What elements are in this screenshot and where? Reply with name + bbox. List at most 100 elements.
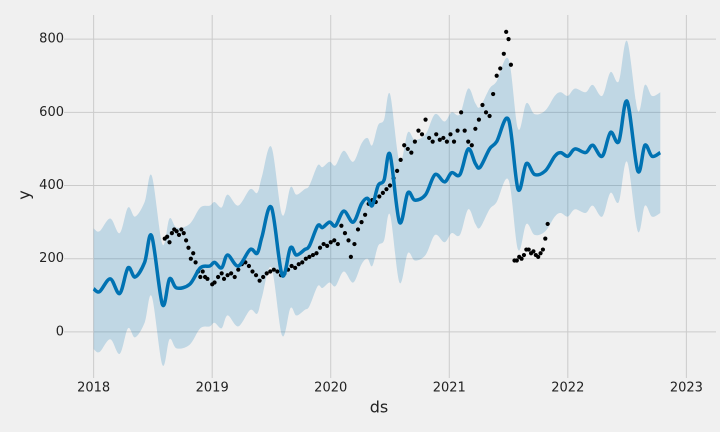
observed-point — [359, 220, 364, 225]
observed-point — [191, 251, 196, 256]
observed-point — [423, 117, 428, 122]
observed-point — [504, 29, 509, 34]
y-tick-label: 800 — [39, 32, 64, 47]
observed-point — [501, 51, 506, 56]
observed-point — [321, 241, 326, 247]
observed-point — [380, 190, 385, 195]
observed-point — [165, 234, 170, 239]
observed-point — [303, 256, 308, 261]
observed-point — [250, 269, 255, 274]
observed-point — [416, 128, 421, 133]
observed-point — [448, 132, 453, 137]
observed-point — [176, 232, 182, 238]
observed-point — [451, 139, 457, 144]
observed-point — [200, 269, 205, 274]
x-tick-label: 2018 — [77, 381, 110, 396]
observed-point — [444, 139, 450, 144]
observed-point — [193, 260, 198, 265]
observed-point — [325, 243, 330, 249]
observed-point — [225, 273, 230, 278]
observed-point — [219, 271, 224, 276]
observed-point — [355, 227, 361, 232]
observed-point — [483, 110, 489, 115]
observed-point — [387, 183, 393, 188]
observed-point — [352, 241, 357, 247]
observed-point — [543, 236, 548, 241]
observed-point — [184, 238, 189, 243]
observed-point — [261, 274, 266, 280]
observed-point — [498, 66, 503, 71]
observed-point — [317, 245, 323, 250]
observed-point — [521, 252, 527, 258]
observed-point — [473, 126, 478, 131]
observed-point — [296, 262, 301, 267]
observed-point — [469, 143, 474, 148]
observed-point — [455, 128, 460, 133]
observed-point — [348, 254, 353, 259]
observed-point — [339, 223, 344, 228]
observed-point — [538, 251, 543, 256]
observed-point — [536, 254, 541, 259]
observed-point — [491, 91, 496, 97]
observed-point — [246, 263, 252, 269]
observed-point — [342, 230, 348, 236]
observed-point — [332, 238, 337, 243]
observed-point — [519, 256, 524, 261]
observed-point — [289, 263, 294, 269]
observed-point — [427, 135, 432, 141]
observed-point — [402, 143, 407, 148]
observed-point — [300, 260, 305, 265]
x-tick-label: 2019 — [196, 381, 229, 396]
forecast-line — [92, 99, 662, 308]
x-tick-label: 2021 — [433, 381, 466, 396]
observed-point — [264, 271, 269, 276]
y-tick-label: 400 — [39, 178, 64, 193]
observed-point — [466, 139, 471, 144]
observed-point — [271, 267, 276, 272]
observed-point — [198, 274, 203, 280]
observed-point — [405, 146, 410, 152]
observed-point — [205, 276, 210, 281]
observed-point — [253, 273, 259, 278]
y-tick-label: 600 — [39, 105, 64, 120]
observed-point — [540, 247, 546, 252]
y-tick-label: 200 — [39, 251, 64, 266]
observed-point — [508, 62, 514, 67]
observed-point — [395, 168, 400, 173]
observed-point — [430, 139, 435, 144]
y-tick-label: 0 — [56, 324, 64, 339]
observed-point — [307, 254, 312, 259]
observed-point — [275, 269, 280, 274]
observed-point — [437, 137, 442, 142]
observed-point — [531, 249, 536, 254]
observed-point — [363, 212, 368, 217]
observed-point — [462, 128, 467, 133]
observed-point — [174, 229, 179, 234]
observed-point — [268, 269, 273, 274]
observed-point — [459, 110, 464, 115]
x-axis-label: ds — [370, 398, 389, 417]
observed-point — [310, 252, 316, 258]
observed-point — [221, 276, 227, 281]
observed-point — [419, 132, 425, 137]
observed-point — [494, 73, 499, 78]
plot-area — [92, 29, 662, 366]
observed-point — [346, 238, 351, 243]
observed-point — [335, 241, 340, 247]
observed-point — [186, 245, 191, 250]
observed-point — [412, 139, 417, 144]
observed-point — [441, 135, 446, 141]
observed-point — [545, 221, 550, 227]
observed-point — [232, 274, 237, 280]
observed-point — [293, 265, 298, 270]
observed-point — [328, 240, 333, 245]
observed-point — [409, 150, 414, 155]
observed-point — [167, 240, 172, 245]
observed-point — [188, 256, 193, 261]
observed-point — [514, 258, 519, 263]
y-axis-label: y — [15, 190, 34, 199]
observed-point — [212, 280, 217, 285]
x-tick-label: 2020 — [314, 381, 347, 396]
